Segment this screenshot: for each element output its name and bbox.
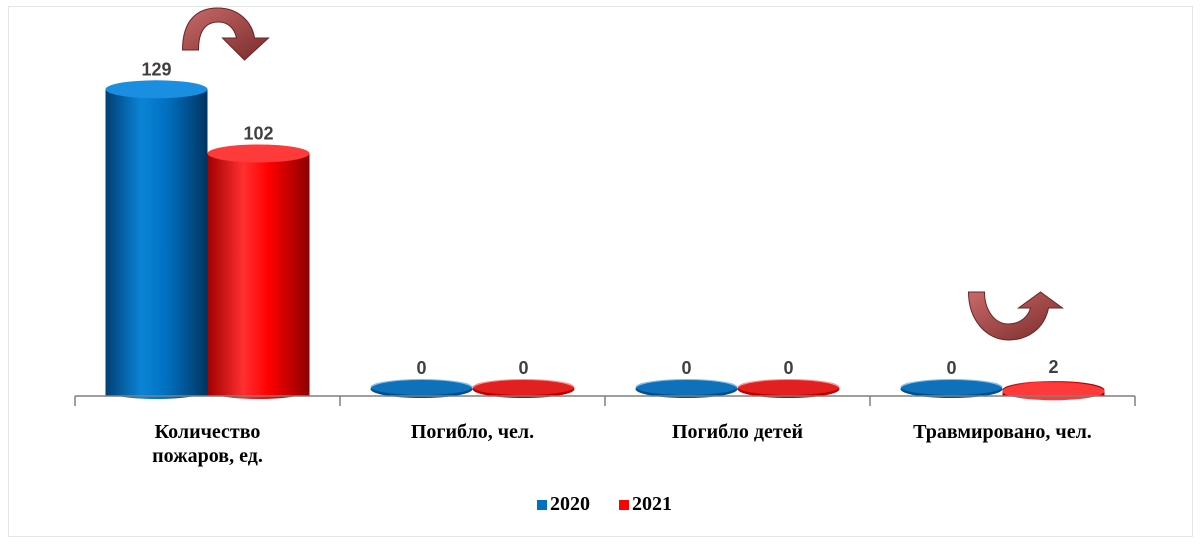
bar-disc-top <box>737 379 840 395</box>
bar-disc-top <box>370 379 473 395</box>
legend-swatch <box>537 500 547 510</box>
category-label: Количество пожаров, ед. <box>152 421 263 467</box>
category-label: Травмировано, чел. <box>913 421 1092 443</box>
category-label-line: Количество <box>155 421 261 443</box>
legend-item-2021: 2021 <box>619 493 672 515</box>
up-trend-arrow-icon <box>967 291 1065 341</box>
data-label: 0 <box>681 358 691 378</box>
data-label: 2 <box>1048 357 1058 377</box>
bar-top <box>105 80 208 99</box>
data-label: 0 <box>783 358 793 378</box>
category-label-line: Погибло детей <box>672 421 803 443</box>
chart-frame <box>8 6 1193 537</box>
legend-label: 2020 <box>550 493 590 515</box>
down-trend-arrow-icon-shape <box>181 7 270 61</box>
data-label: 0 <box>518 358 528 378</box>
bar-body <box>207 153 310 396</box>
bar-2020-1: 0 <box>370 358 473 398</box>
bar-top <box>1002 382 1105 401</box>
bar-2021-3: 2 <box>1002 357 1105 401</box>
legend-item-2020: 2020 <box>537 493 590 515</box>
trend-arrows <box>181 7 1065 341</box>
category-labels: Количество пожаров, ед. Погибло, чел. Погиб… <box>152 421 1092 467</box>
bar-disc-top <box>900 379 1003 395</box>
bar-disc-top <box>635 379 738 395</box>
category-label-line: пожаров, ед. <box>152 445 263 467</box>
category-label: Погибло детей <box>672 421 803 443</box>
down-trend-arrow-icon <box>181 7 270 61</box>
bar-top <box>207 144 310 163</box>
up-trend-arrow-icon-shape <box>967 291 1065 341</box>
category-label-line: Погибло, чел. <box>411 421 534 443</box>
bar-body <box>105 89 208 397</box>
legend: 2020 2021 <box>537 493 672 515</box>
category-label: Погибло, чел. <box>411 421 534 443</box>
category-label-line: Травмировано, чел. <box>913 421 1092 443</box>
bar-base <box>105 381 208 399</box>
bar-2021-0: 102 <box>207 123 310 399</box>
bar-2020-3: 0 <box>900 358 1003 398</box>
x-axis <box>74 395 1136 406</box>
data-label: 129 <box>141 59 171 79</box>
legend-swatch <box>619 500 629 510</box>
data-label: 102 <box>243 123 273 143</box>
data-label: 0 <box>946 358 956 378</box>
legend-label: 2021 <box>632 493 672 515</box>
bar-2020-2: 0 <box>635 358 738 398</box>
bar-2021-2: 0 <box>737 358 840 398</box>
data-label: 0 <box>416 358 426 378</box>
bar-2020-0: 129 <box>105 59 208 399</box>
bar-2021-1: 0 <box>472 358 575 398</box>
bar-base <box>207 381 310 399</box>
bars-layer: 129 102 0 0 0 0 0 2 <box>105 59 1105 401</box>
bar-disc-top <box>472 379 575 395</box>
